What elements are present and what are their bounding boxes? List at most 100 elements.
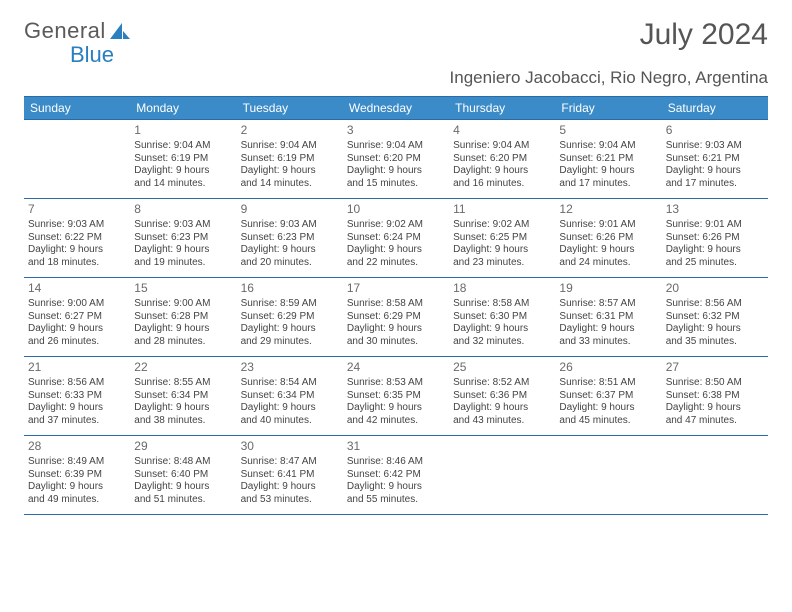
- day-detail: Sunrise: 9:00 AM: [28, 298, 126, 311]
- day-detail: and 55 minutes.: [347, 494, 445, 507]
- day-detail: and 28 minutes.: [134, 336, 232, 349]
- day-detail: and 43 minutes.: [453, 415, 551, 428]
- calendar-cell: 28Sunrise: 8:49 AMSunset: 6:39 PMDayligh…: [24, 436, 130, 514]
- calendar-cell: 1Sunrise: 9:04 AMSunset: 6:19 PMDaylight…: [130, 120, 236, 198]
- day-number: 13: [666, 202, 764, 217]
- day-detail: and 47 minutes.: [666, 415, 764, 428]
- day-detail: and 16 minutes.: [453, 178, 551, 191]
- day-detail: Sunset: 6:30 PM: [453, 311, 551, 324]
- day-detail: Sunset: 6:26 PM: [666, 232, 764, 245]
- calendar-week: 7Sunrise: 9:03 AMSunset: 6:22 PMDaylight…: [24, 198, 768, 277]
- calendar-cell: 6Sunrise: 9:03 AMSunset: 6:21 PMDaylight…: [662, 120, 768, 198]
- day-detail: Sunset: 6:26 PM: [559, 232, 657, 245]
- day-detail: Daylight: 9 hours: [347, 323, 445, 336]
- day-number: 30: [241, 439, 339, 454]
- day-detail: Daylight: 9 hours: [347, 481, 445, 494]
- day-detail: and 26 minutes.: [28, 336, 126, 349]
- calendar-cell: 10Sunrise: 9:02 AMSunset: 6:24 PMDayligh…: [343, 199, 449, 277]
- day-detail: Sunset: 6:40 PM: [134, 469, 232, 482]
- day-detail: Sunrise: 8:53 AM: [347, 377, 445, 390]
- day-number: 19: [559, 281, 657, 296]
- day-detail: Daylight: 9 hours: [666, 244, 764, 257]
- day-number: 5: [559, 123, 657, 138]
- calendar-cell: 15Sunrise: 9:00 AMSunset: 6:28 PMDayligh…: [130, 278, 236, 356]
- day-detail: and 22 minutes.: [347, 257, 445, 270]
- day-detail: Sunset: 6:37 PM: [559, 390, 657, 403]
- day-detail: Sunrise: 8:54 AM: [241, 377, 339, 390]
- day-detail: Sunrise: 8:56 AM: [666, 298, 764, 311]
- day-detail: and 24 minutes.: [559, 257, 657, 270]
- day-detail: Daylight: 9 hours: [134, 244, 232, 257]
- calendar-cell: 17Sunrise: 8:58 AMSunset: 6:29 PMDayligh…: [343, 278, 449, 356]
- day-detail: and 25 minutes.: [666, 257, 764, 270]
- calendar-cell: 11Sunrise: 9:02 AMSunset: 6:25 PMDayligh…: [449, 199, 555, 277]
- calendar-cell: 16Sunrise: 8:59 AMSunset: 6:29 PMDayligh…: [237, 278, 343, 356]
- day-detail: Sunset: 6:20 PM: [453, 153, 551, 166]
- day-number: 23: [241, 360, 339, 375]
- day-detail: and 32 minutes.: [453, 336, 551, 349]
- day-detail: Sunset: 6:21 PM: [559, 153, 657, 166]
- location-label: Ingeniero Jacobacci, Rio Negro, Argentin…: [24, 68, 768, 88]
- day-detail: Sunrise: 9:01 AM: [559, 219, 657, 232]
- day-detail: Sunrise: 9:02 AM: [347, 219, 445, 232]
- calendar-cell: 18Sunrise: 8:58 AMSunset: 6:30 PMDayligh…: [449, 278, 555, 356]
- calendar-cell: 3 Sunrise: 9:04 AMSunset: 6:20 PMDaylight…: [343, 120, 449, 198]
- day-detail: Daylight: 9 hours: [559, 402, 657, 415]
- day-number: 21: [28, 360, 126, 375]
- day-detail: Sunset: 6:32 PM: [666, 311, 764, 324]
- dayname-wed: Wednesday: [343, 97, 449, 119]
- day-detail: Sunset: 6:29 PM: [347, 311, 445, 324]
- weekday-header: Sunday Monday Tuesday Wednesday Thursday…: [24, 97, 768, 119]
- logo-text-a: General: [24, 18, 106, 44]
- calendar-cell: 27Sunrise: 8:50 AMSunset: 6:38 PMDayligh…: [662, 357, 768, 435]
- day-detail: Daylight: 9 hours: [559, 323, 657, 336]
- day-number: 29: [134, 439, 232, 454]
- day-detail: Sunset: 6:28 PM: [134, 311, 232, 324]
- dayname-fri: Friday: [555, 97, 661, 119]
- day-number: 3: [347, 123, 445, 138]
- calendar-cell: 2Sunrise: 9:04 AMSunset: 6:19 PMDaylight…: [237, 120, 343, 198]
- day-number: 22: [134, 360, 232, 375]
- day-detail: Sunset: 6:27 PM: [28, 311, 126, 324]
- day-detail: Sunset: 6:23 PM: [134, 232, 232, 245]
- day-detail: Daylight: 9 hours: [134, 481, 232, 494]
- day-detail: Daylight: 9 hours: [241, 402, 339, 415]
- day-detail: Sunset: 6:35 PM: [347, 390, 445, 403]
- day-detail: Sunrise: 8:51 AM: [559, 377, 657, 390]
- day-detail: Sunrise: 8:55 AM: [134, 377, 232, 390]
- day-detail: Daylight: 9 hours: [347, 165, 445, 178]
- day-detail: Daylight: 9 hours: [453, 402, 551, 415]
- day-number: 25: [453, 360, 551, 375]
- calendar-cell: 24 Sunrise: 8:53 AMSunset: 6:35 PMDayligh…: [343, 357, 449, 435]
- day-detail: and 29 minutes.: [241, 336, 339, 349]
- day-detail: Sunset: 6:22 PM: [28, 232, 126, 245]
- day-detail: Sunrise: 8:52 AM: [453, 377, 551, 390]
- day-number: 16: [241, 281, 339, 296]
- day-detail: Sunrise: 8:47 AM: [241, 456, 339, 469]
- calendar-cell: 26 Sunrise: 8:51 AMSunset: 6:37 PMDayligh…: [555, 357, 661, 435]
- day-detail: Sunrise: 9:04 AM: [347, 140, 445, 153]
- day-detail: and 35 minutes.: [666, 336, 764, 349]
- day-number: 28: [28, 439, 126, 454]
- day-detail: Daylight: 9 hours: [241, 481, 339, 494]
- calendar-cell: [555, 436, 661, 514]
- day-detail: Daylight: 9 hours: [347, 402, 445, 415]
- dayname-mon: Monday: [130, 97, 236, 119]
- day-detail: Sunset: 6:34 PM: [134, 390, 232, 403]
- calendar-cell: 12Sunrise: 9:01 AMSunset: 6:26 PMDayligh…: [555, 199, 661, 277]
- day-number: 24: [347, 360, 445, 375]
- day-detail: Sunset: 6:20 PM: [347, 153, 445, 166]
- day-detail: Sunrise: 9:04 AM: [453, 140, 551, 153]
- day-detail: and 14 minutes.: [134, 178, 232, 191]
- dayname-sun: Sunday: [24, 97, 130, 119]
- calendar-cell: 5Sunrise: 9:04 AMSunset: 6:21 PMDaylight…: [555, 120, 661, 198]
- day-detail: Daylight: 9 hours: [453, 244, 551, 257]
- day-number: 18: [453, 281, 551, 296]
- day-detail: Daylight: 9 hours: [28, 323, 126, 336]
- day-number: 26: [559, 360, 657, 375]
- calendar-week: 14Sunrise: 9:00 AMSunset: 6:27 PMDayligh…: [24, 277, 768, 356]
- day-detail: Sunrise: 9:03 AM: [666, 140, 764, 153]
- day-detail: Sunrise: 9:03 AM: [241, 219, 339, 232]
- day-detail: Daylight: 9 hours: [559, 244, 657, 257]
- day-detail: Sunset: 6:24 PM: [347, 232, 445, 245]
